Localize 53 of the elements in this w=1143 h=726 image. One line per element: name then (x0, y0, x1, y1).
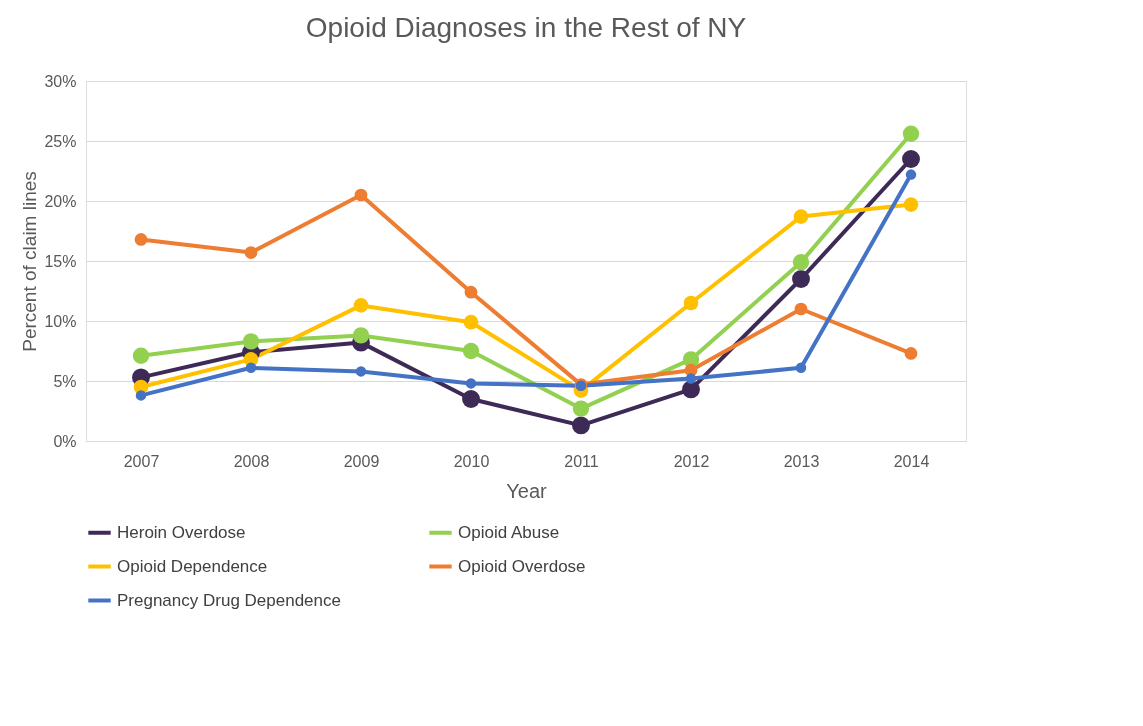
point (905, 169, 917, 180)
y-tick-label: 5% (53, 372, 77, 390)
point (793, 209, 809, 224)
point (463, 314, 479, 330)
legend-label: Pregnancy Drug Dependence (117, 590, 341, 610)
y-tick-label: 10% (44, 312, 77, 330)
legend-label: Opioid Overdose (458, 556, 586, 576)
point (135, 390, 147, 401)
point (353, 298, 369, 313)
point (794, 302, 808, 316)
legend-label: Opioid Abuse (458, 522, 560, 542)
point (792, 254, 810, 271)
point (795, 362, 807, 374)
y-tick-label: 25% (44, 132, 77, 150)
x-tick-label: 2011 (564, 452, 599, 470)
x-tick-label: 2010 (453, 452, 490, 470)
x-tick-label: 2009 (343, 452, 380, 470)
point (462, 390, 480, 408)
point (682, 380, 700, 399)
x-tick-label: 2008 (233, 452, 270, 470)
point (902, 125, 920, 142)
point (354, 188, 368, 202)
x-tick-label: 2012 (673, 452, 710, 470)
point (465, 378, 477, 389)
point (683, 295, 699, 311)
legend-label: Heroin Overdose (117, 522, 246, 542)
point (464, 285, 478, 299)
point (572, 416, 590, 435)
point (903, 197, 919, 212)
legend-label: Opioid Dependence (117, 556, 268, 576)
point (245, 362, 257, 374)
point (242, 333, 260, 350)
point (904, 347, 918, 360)
y-tick-label: 20% (44, 192, 77, 210)
point (355, 366, 367, 377)
x-axis-title: Year (506, 479, 548, 502)
y-tick-label: 30% (44, 72, 77, 90)
point (352, 327, 370, 344)
y-axis-title: Percent of claim lines (19, 171, 41, 352)
y-tick-label: 0% (53, 432, 77, 450)
x-tick-label: 2007 (123, 452, 160, 470)
x-tick-label: 2014 (893, 452, 930, 470)
point (134, 233, 148, 246)
point (244, 246, 258, 259)
point (462, 342, 480, 360)
x-tick-label: 2013 (783, 452, 820, 470)
y-tick-label: 15% (44, 252, 77, 270)
point (132, 347, 150, 364)
point (792, 270, 810, 288)
chart-title: Opioid Diagnoses in the Rest of NY (305, 12, 747, 43)
point (572, 400, 590, 417)
point (902, 150, 920, 168)
point (685, 373, 697, 384)
